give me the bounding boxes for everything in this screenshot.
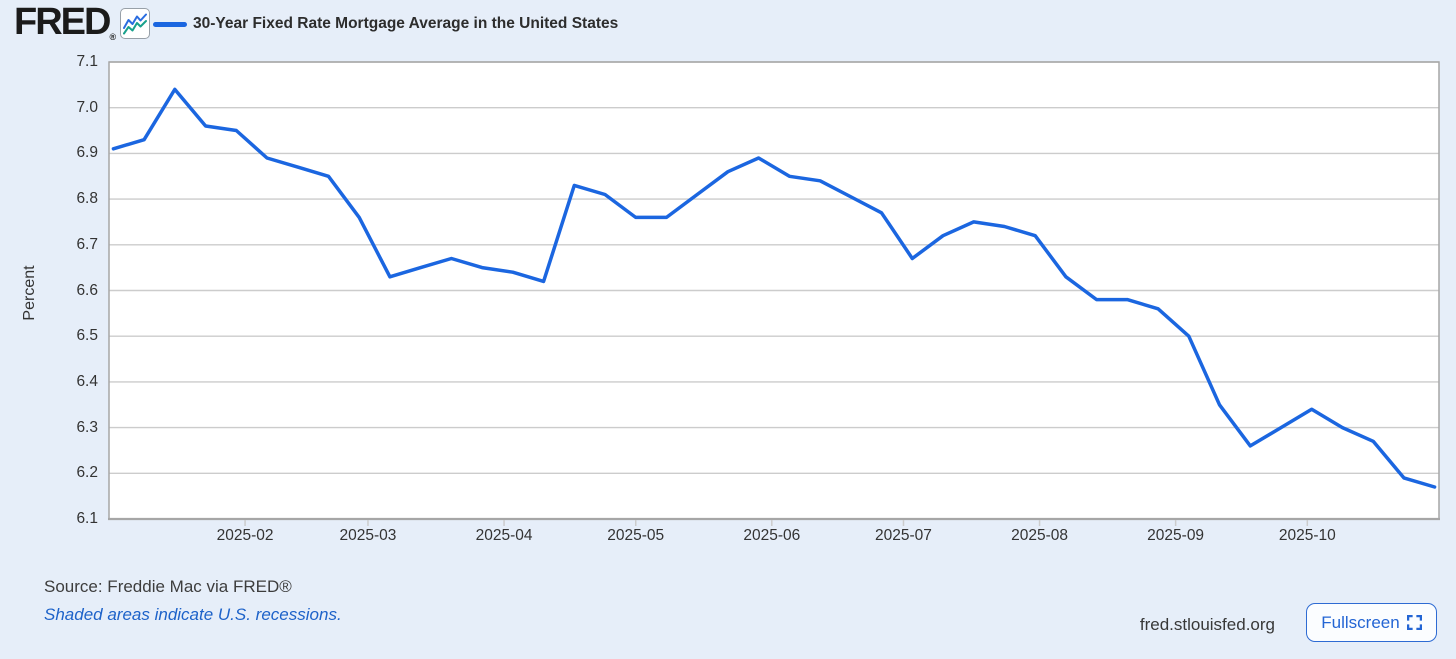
y-tick-label: 6.3	[76, 418, 98, 436]
line-chart-icon	[120, 8, 150, 39]
chart-title: 30-Year Fixed Rate Mortgage Average in t…	[193, 15, 619, 32]
y-tick-label: 7.1	[76, 53, 98, 70]
fred-logo[interactable]: FRED®	[14, 3, 117, 54]
line-chart-icon-glyph	[123, 13, 147, 34]
y-axis-title: Percent	[21, 265, 38, 321]
site-url: fred.stlouisfed.org	[1139, 615, 1275, 634]
series-legend-swatch	[153, 22, 187, 27]
x-tick-label: 2025-08	[1011, 527, 1068, 544]
x-tick-label: 2025-04	[475, 527, 533, 544]
y-tick-label: 7.0	[76, 98, 98, 116]
x-tick-label: 2025-10	[1278, 527, 1336, 544]
y-tick-label: 6.7	[76, 235, 98, 253]
x-tick-label: 2025-06	[743, 527, 801, 544]
fred-logo-text: FRED	[14, 1, 111, 43]
x-tick-label: 2025-05	[607, 527, 665, 544]
recession-note-link[interactable]: Shaded areas indicate U.S. recessions.	[44, 605, 342, 624]
fullscreen-icon	[1406, 615, 1422, 630]
fullscreen-button[interactable]: Fullscreen	[1306, 603, 1437, 642]
x-tick-label: 2025-02	[216, 527, 274, 544]
series-line	[111, 87, 1437, 489]
y-tick-label: 6.2	[76, 464, 98, 482]
y-tick-label: 6.5	[76, 327, 98, 345]
x-tick-label: 2025-09	[1147, 527, 1205, 544]
source-note: Source: Freddie Mac via FRED®	[44, 577, 292, 596]
y-tick-label: 6.1	[76, 510, 98, 527]
y-tick-label: 6.9	[76, 144, 98, 162]
y-tick-label: 6.6	[76, 281, 98, 299]
y-tick-label: 6.4	[76, 372, 98, 390]
x-tick-label: 2025-03	[339, 527, 397, 544]
x-tick-label: 2025-07	[875, 527, 932, 544]
registered-mark: ®	[109, 32, 117, 42]
fullscreen-label: Fullscreen	[1321, 612, 1400, 632]
y-tick-label: 6.8	[76, 190, 98, 208]
